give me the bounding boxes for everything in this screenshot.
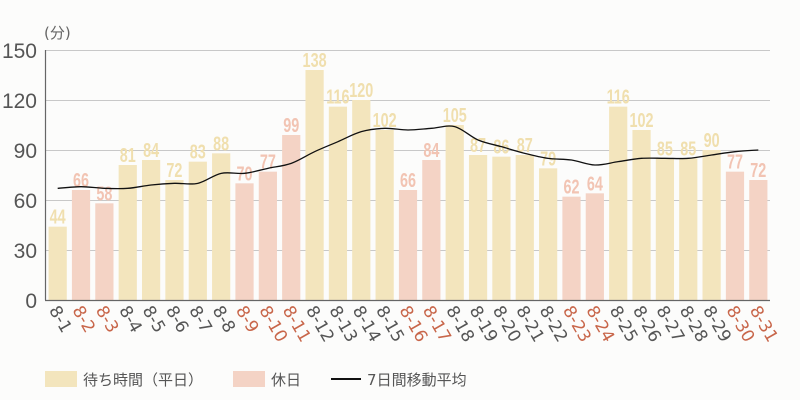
holiday-swatch bbox=[233, 371, 266, 387]
bar-value-label: 83 bbox=[190, 140, 206, 163]
y-tick-label: 150 bbox=[2, 40, 37, 63]
average-line-swatch bbox=[331, 378, 362, 380]
bar-value-label: 99 bbox=[283, 113, 299, 136]
x-tick-label: 8-8 bbox=[208, 303, 239, 337]
legend: 待ち時間（平日） 休日 7日間移動平均 bbox=[45, 366, 497, 392]
bar-value-label: 77 bbox=[727, 150, 743, 173]
bar-value-label: 102 bbox=[373, 108, 397, 131]
bar-value-label: 62 bbox=[563, 175, 579, 198]
holiday-bar bbox=[562, 196, 581, 300]
bar-value-label: 66 bbox=[400, 168, 416, 191]
bar-value-label: 116 bbox=[326, 85, 349, 108]
x-tick-label: 8-6 bbox=[161, 303, 192, 337]
bar-value-label: 84 bbox=[143, 138, 159, 161]
weekday-bar bbox=[165, 180, 184, 300]
y-axis-ticks: 0 30 60 90 120 150 bbox=[2, 40, 37, 313]
bar-value-label: 72 bbox=[750, 158, 766, 181]
legend-item-average: 7日間移動平均 bbox=[331, 369, 467, 390]
holiday-bar bbox=[235, 183, 254, 300]
holiday-bar bbox=[422, 160, 441, 300]
legend-label-average: 7日間移動平均 bbox=[367, 370, 467, 389]
holiday-bar bbox=[398, 190, 418, 300]
weekday-bar bbox=[212, 153, 231, 300]
y-tick-label: 90 bbox=[14, 140, 37, 163]
x-tick-label: 8-1 bbox=[44, 303, 75, 337]
bar-value-label: 58 bbox=[96, 182, 112, 205]
bar-value-label: 120 bbox=[349, 78, 373, 101]
bar-value-label: 138 bbox=[303, 48, 327, 71]
legend-item-holiday: 休日 bbox=[233, 369, 301, 390]
weekday-bar bbox=[445, 125, 464, 300]
legend-label-holiday: 休日 bbox=[271, 370, 302, 389]
bar-value-label: 64 bbox=[587, 172, 603, 195]
weekday-bar bbox=[515, 155, 534, 300]
bar-value-label: 85 bbox=[657, 137, 673, 160]
bar-value-label: 44 bbox=[50, 205, 66, 228]
weekday-bar bbox=[328, 106, 348, 301]
weekday-bar bbox=[375, 130, 394, 300]
bar-value-label: 87 bbox=[517, 133, 533, 156]
bar-value-label: 88 bbox=[213, 132, 229, 155]
x-tick-label: 8-9 bbox=[231, 303, 262, 337]
weekday-bar bbox=[352, 100, 371, 300]
weekday-bar bbox=[118, 165, 137, 300]
weekday-bar bbox=[141, 160, 161, 300]
weekday-bar bbox=[48, 226, 67, 300]
legend-item-weekday: 待ち時間（平日） bbox=[45, 369, 203, 390]
y-tick-label: 120 bbox=[2, 90, 37, 113]
holiday-bar bbox=[585, 193, 604, 300]
weekday-bar bbox=[188, 161, 207, 300]
weekday-bar bbox=[305, 70, 324, 300]
bar-value-label: 102 bbox=[630, 108, 654, 131]
y-tick-label: 30 bbox=[14, 240, 37, 263]
x-axis-ticks: 8-18-28-38-48-58-68-78-88-98-108-118-128… bbox=[44, 303, 781, 346]
bar-value-label: 116 bbox=[607, 85, 630, 108]
weekday-bar bbox=[655, 158, 675, 300]
holiday-bar bbox=[282, 135, 301, 300]
bar-value-label: 85 bbox=[680, 137, 696, 160]
y-tick-label: 0 bbox=[25, 290, 37, 313]
y-axis-unit-label: (分) bbox=[44, 24, 71, 42]
bar-value-label: 66 bbox=[73, 168, 89, 191]
weekday-bar bbox=[679, 158, 698, 300]
holiday-bar bbox=[71, 190, 91, 300]
weekday-bar bbox=[539, 168, 558, 300]
x-tick-label: 8-5 bbox=[138, 303, 169, 337]
bar-value-label: 72 bbox=[166, 158, 182, 181]
y-tick-label: 60 bbox=[14, 190, 37, 213]
legend-label-weekday: 待ち時間（平日） bbox=[83, 370, 204, 389]
weekday-bar bbox=[492, 156, 511, 300]
holiday-bar bbox=[725, 171, 745, 300]
bar-value-label: 81 bbox=[120, 143, 136, 166]
x-tick-label: 8-3 bbox=[91, 303, 122, 337]
weekday-bar bbox=[468, 155, 488, 300]
x-tick-label: 8-2 bbox=[68, 303, 99, 337]
bar-value-label: 105 bbox=[443, 103, 467, 126]
bar-value-label: 87 bbox=[470, 133, 486, 156]
bar-value-label: 90 bbox=[704, 128, 720, 151]
x-tick-label: 8-7 bbox=[184, 303, 215, 337]
holiday-bar bbox=[95, 203, 114, 300]
holiday-bar bbox=[258, 171, 277, 300]
weekday-swatch bbox=[45, 371, 77, 387]
moving-average-line bbox=[57, 125, 759, 190]
holiday-bar bbox=[749, 180, 768, 300]
x-tick-label: 8-4 bbox=[114, 303, 145, 337]
weekday-bar bbox=[632, 130, 651, 300]
bar-value-label: 84 bbox=[423, 138, 439, 161]
weekday-bar bbox=[702, 150, 721, 300]
weekday-bar bbox=[609, 106, 628, 301]
bars bbox=[48, 70, 768, 301]
